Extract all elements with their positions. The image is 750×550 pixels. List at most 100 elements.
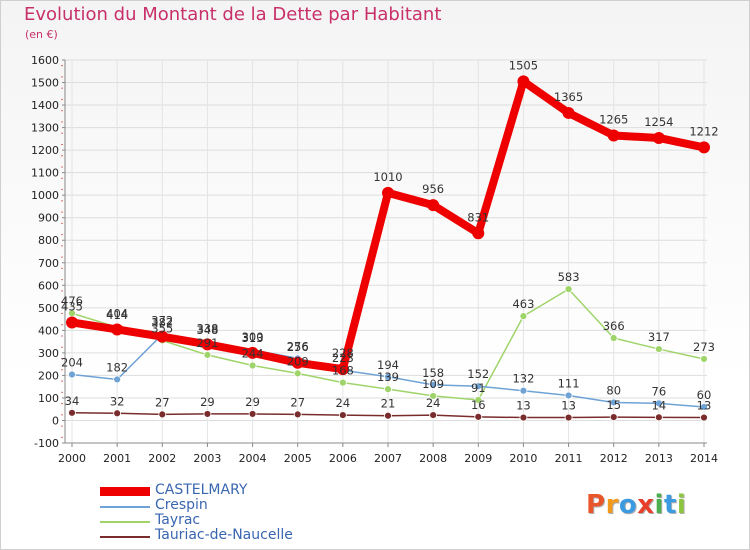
data-label: 34 [65,394,80,408]
x-tick-label: 2003 [193,452,221,465]
data-point [427,199,440,212]
data-point [248,410,257,418]
data-label: 111 [558,376,580,390]
data-label: 1254 [644,115,673,129]
data-label: 338 [196,321,218,335]
data-point [201,338,214,351]
data-point [474,382,483,391]
data-label: 29 [200,395,215,409]
data-point [293,369,302,378]
data-point [564,391,573,400]
data-point [203,410,212,418]
data-point [384,372,392,381]
data-label: 476 [61,294,83,308]
data-point [654,413,663,422]
data-point [66,316,78,329]
data-label: 27 [155,395,170,409]
data-label: 13 [697,399,712,413]
data-label: 956 [422,182,444,196]
data-point [291,356,304,369]
data-point [111,323,124,336]
data-point [519,312,528,321]
data-label: 27 [290,395,305,409]
data-label: 91 [471,381,486,395]
data-label: 1212 [689,124,718,138]
data-label: 15 [606,398,621,412]
data-point [384,385,392,394]
data-label: 313 [242,331,264,345]
data-label: 32 [110,394,125,408]
legend-label: Crespin [155,497,208,513]
data-point [652,131,665,144]
data-label: 109 [422,377,444,391]
data-point [564,285,573,294]
y-tick-label: 600 [38,279,59,292]
data-point [700,403,708,411]
data-point [113,409,122,418]
data-point [517,75,530,88]
data-label: 583 [558,270,580,284]
series-lines [66,75,710,422]
y-tick-label: 1400 [31,99,59,112]
data-label: 404 [106,306,128,320]
data-label: 168 [332,364,354,378]
x-tick-label: 2011 [555,452,583,465]
data-label: 21 [381,397,396,411]
y-tick-label: -100 [34,437,59,450]
legend-swatch [100,536,150,538]
data-label: 80 [606,383,621,397]
data-label: 152 [467,367,489,381]
x-tick-label: 2007 [374,452,402,465]
data-point [607,129,620,142]
data-point [700,413,708,422]
data-label: 1505 [509,58,538,72]
data-point [472,227,485,240]
data-point [474,396,483,404]
data-point [113,375,122,384]
data-point [248,361,257,370]
legend-label: Tauriac-de-Naucelle [155,527,293,543]
data-label: 1365 [554,90,583,104]
x-tick-label: 2014 [690,452,718,465]
data-label: 14 [652,398,667,412]
data-point [609,413,618,421]
data-label: 29 [245,395,260,409]
data-label: 300 [242,330,264,344]
y-tick-label: 100 [38,392,59,405]
data-point [519,386,528,395]
data-label: 244 [242,346,264,360]
x-tick-label: 2012 [600,452,628,465]
x-tick-label: 2006 [329,452,357,465]
data-label: 256 [287,340,309,354]
data-label: 382 [151,315,173,329]
data-label: 273 [693,340,715,354]
data-label: 228 [332,346,354,360]
data-point [156,330,169,343]
data-label: 139 [377,370,399,384]
y-tick-label: 1300 [31,122,59,135]
data-label: 1265 [599,112,628,126]
data-point [609,334,618,342]
legend-swatch [100,506,150,508]
legend-swatch [100,487,150,496]
legend-label: CASTELMARY [155,482,248,498]
data-point [519,413,528,422]
data-point [338,411,347,419]
data-point [429,392,438,400]
y-tick-label: 200 [38,369,59,382]
data-label: 276 [287,339,309,353]
x-tick-label: 2008 [419,452,447,465]
data-label: 435 [61,299,83,313]
data-label: 24 [336,396,351,410]
data-point [382,186,394,199]
data-label: 13 [516,399,531,413]
data-label: 1010 [373,170,402,184]
data-point [429,411,438,419]
y-tick-label: 1200 [31,144,59,157]
data-point [654,345,663,353]
data-label: 158 [422,366,444,380]
y-tick-label: 300 [38,347,59,360]
data-point [700,355,708,363]
